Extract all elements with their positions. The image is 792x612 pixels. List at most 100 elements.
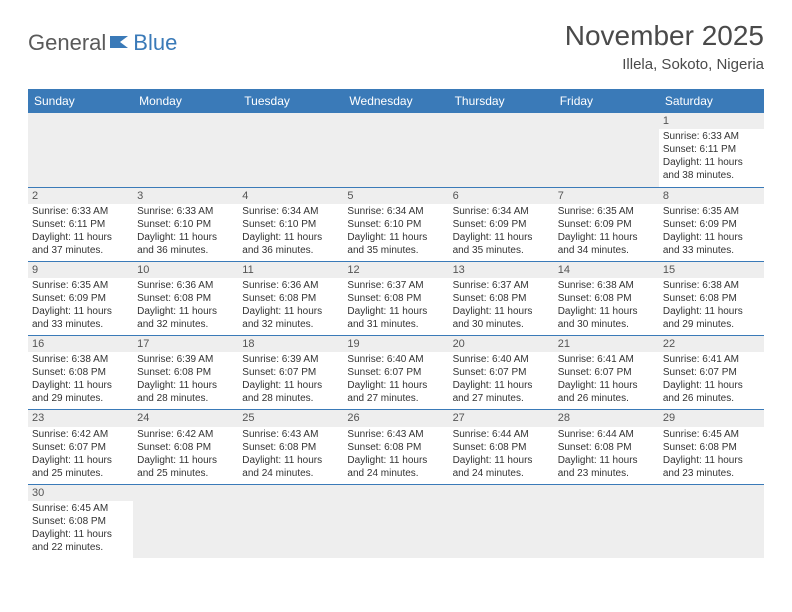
day-info-line: Sunrise: 6:35 AM (558, 205, 655, 218)
day-info-line: Daylight: 11 hours (558, 305, 655, 318)
calendar-day-cell (28, 113, 133, 187)
day-info-line: Daylight: 11 hours (347, 379, 444, 392)
day-info-line: Sunset: 6:07 PM (453, 366, 550, 379)
day-info-line: and 27 minutes. (347, 392, 444, 405)
day-info-line: Sunrise: 6:41 AM (558, 353, 655, 366)
day-info-line: Daylight: 11 hours (453, 231, 550, 244)
day-info-line: and 29 minutes. (663, 318, 760, 331)
calendar-week-row: 30Sunrise: 6:45 AMSunset: 6:08 PMDayligh… (28, 484, 764, 558)
day-info-line: Sunset: 6:07 PM (558, 366, 655, 379)
day-info-line: and 25 minutes. (137, 467, 234, 480)
day-info-line: Daylight: 11 hours (32, 305, 129, 318)
day-info-line: and 30 minutes. (558, 318, 655, 331)
calendar-day-cell (343, 484, 448, 558)
calendar-week-row: 1Sunrise: 6:33 AMSunset: 6:11 PMDaylight… (28, 113, 764, 187)
day-info-line: Sunset: 6:09 PM (32, 292, 129, 305)
weekday-header: Wednesday (343, 89, 448, 113)
day-number: 22 (659, 336, 764, 352)
day-number: 8 (659, 188, 764, 204)
day-number: 28 (554, 410, 659, 426)
day-info-line: Daylight: 11 hours (137, 305, 234, 318)
calendar-day-cell: 17Sunrise: 6:39 AMSunset: 6:08 PMDayligh… (133, 336, 238, 410)
calendar-day-cell: 18Sunrise: 6:39 AMSunset: 6:07 PMDayligh… (238, 336, 343, 410)
day-info-line: Daylight: 11 hours (558, 379, 655, 392)
day-info-line: and 23 minutes. (558, 467, 655, 480)
day-info-line: Daylight: 11 hours (137, 231, 234, 244)
day-info-line: Sunrise: 6:40 AM (347, 353, 444, 366)
day-info-line: Sunset: 6:08 PM (137, 366, 234, 379)
day-info-line: Sunset: 6:10 PM (347, 218, 444, 231)
day-number: 25 (238, 410, 343, 426)
day-info-line: Sunset: 6:08 PM (558, 292, 655, 305)
logo-text-blue: Blue (133, 30, 177, 56)
day-info-line: Daylight: 11 hours (242, 379, 339, 392)
day-info-line: and 26 minutes. (558, 392, 655, 405)
day-info-line: Daylight: 11 hours (663, 379, 760, 392)
day-info-line: Sunrise: 6:33 AM (32, 205, 129, 218)
calendar-day-cell: 14Sunrise: 6:38 AMSunset: 6:08 PMDayligh… (554, 261, 659, 335)
day-info-line: Daylight: 11 hours (32, 379, 129, 392)
day-info-line: Sunset: 6:08 PM (137, 441, 234, 454)
day-info-line: Sunset: 6:08 PM (663, 292, 760, 305)
header: General Blue November 2025 Illela, Sokot… (0, 0, 792, 81)
day-info-line: Daylight: 11 hours (347, 454, 444, 467)
calendar-day-cell: 11Sunrise: 6:36 AMSunset: 6:08 PMDayligh… (238, 261, 343, 335)
day-info-line: Daylight: 11 hours (663, 454, 760, 467)
day-info-line: Daylight: 11 hours (347, 231, 444, 244)
calendar-day-cell: 29Sunrise: 6:45 AMSunset: 6:08 PMDayligh… (659, 410, 764, 484)
day-info-line: and 35 minutes. (453, 244, 550, 257)
day-info-line: Sunset: 6:10 PM (137, 218, 234, 231)
day-info-line: Sunset: 6:08 PM (137, 292, 234, 305)
day-info-line: Daylight: 11 hours (453, 454, 550, 467)
day-info-line: Sunrise: 6:45 AM (32, 502, 129, 515)
calendar-day-cell: 7Sunrise: 6:35 AMSunset: 6:09 PMDaylight… (554, 187, 659, 261)
calendar-day-cell (449, 484, 554, 558)
day-number: 20 (449, 336, 554, 352)
day-number: 13 (449, 262, 554, 278)
calendar-day-cell: 1Sunrise: 6:33 AMSunset: 6:11 PMDaylight… (659, 113, 764, 187)
day-info-line: Daylight: 11 hours (137, 379, 234, 392)
calendar-day-cell: 20Sunrise: 6:40 AMSunset: 6:07 PMDayligh… (449, 336, 554, 410)
day-info-line: and 26 minutes. (663, 392, 760, 405)
day-number: 5 (343, 188, 448, 204)
day-info-line: and 24 minutes. (242, 467, 339, 480)
calendar-day-cell: 28Sunrise: 6:44 AMSunset: 6:08 PMDayligh… (554, 410, 659, 484)
day-info-line: Sunrise: 6:35 AM (32, 279, 129, 292)
calendar-day-cell: 24Sunrise: 6:42 AMSunset: 6:08 PMDayligh… (133, 410, 238, 484)
day-number: 23 (28, 410, 133, 426)
calendar-day-cell (133, 113, 238, 187)
calendar-day-cell: 9Sunrise: 6:35 AMSunset: 6:09 PMDaylight… (28, 261, 133, 335)
day-info-line: Sunset: 6:08 PM (663, 441, 760, 454)
day-info-line: Sunset: 6:10 PM (242, 218, 339, 231)
day-info-line: Sunrise: 6:42 AM (32, 428, 129, 441)
day-info-line: Sunrise: 6:34 AM (242, 205, 339, 218)
day-info-line: Daylight: 11 hours (453, 305, 550, 318)
day-info-line: Sunset: 6:09 PM (663, 218, 760, 231)
calendar-day-cell: 6Sunrise: 6:34 AMSunset: 6:09 PMDaylight… (449, 187, 554, 261)
weekday-header: Saturday (659, 89, 764, 113)
day-number: 17 (133, 336, 238, 352)
day-info-line: Sunset: 6:08 PM (558, 441, 655, 454)
day-number: 1 (659, 113, 764, 129)
day-number: 16 (28, 336, 133, 352)
day-info-line: and 24 minutes. (453, 467, 550, 480)
day-number: 30 (28, 485, 133, 501)
day-info-line: and 32 minutes. (242, 318, 339, 331)
month-title: November 2025 (565, 20, 764, 52)
day-number: 9 (28, 262, 133, 278)
day-info-line: Sunrise: 6:38 AM (32, 353, 129, 366)
day-info-line: and 25 minutes. (32, 467, 129, 480)
weekday-header: Friday (554, 89, 659, 113)
day-number: 7 (554, 188, 659, 204)
day-info-line: Daylight: 11 hours (32, 528, 129, 541)
day-info-line: Sunset: 6:08 PM (453, 292, 550, 305)
calendar-day-cell: 22Sunrise: 6:41 AMSunset: 6:07 PMDayligh… (659, 336, 764, 410)
day-number: 10 (133, 262, 238, 278)
day-info-line: Daylight: 11 hours (558, 454, 655, 467)
day-info-line: Sunset: 6:08 PM (347, 441, 444, 454)
calendar-day-cell (238, 484, 343, 558)
day-info-line: Sunrise: 6:44 AM (453, 428, 550, 441)
day-info-line: Sunset: 6:07 PM (347, 366, 444, 379)
weekday-header: Tuesday (238, 89, 343, 113)
day-number: 18 (238, 336, 343, 352)
